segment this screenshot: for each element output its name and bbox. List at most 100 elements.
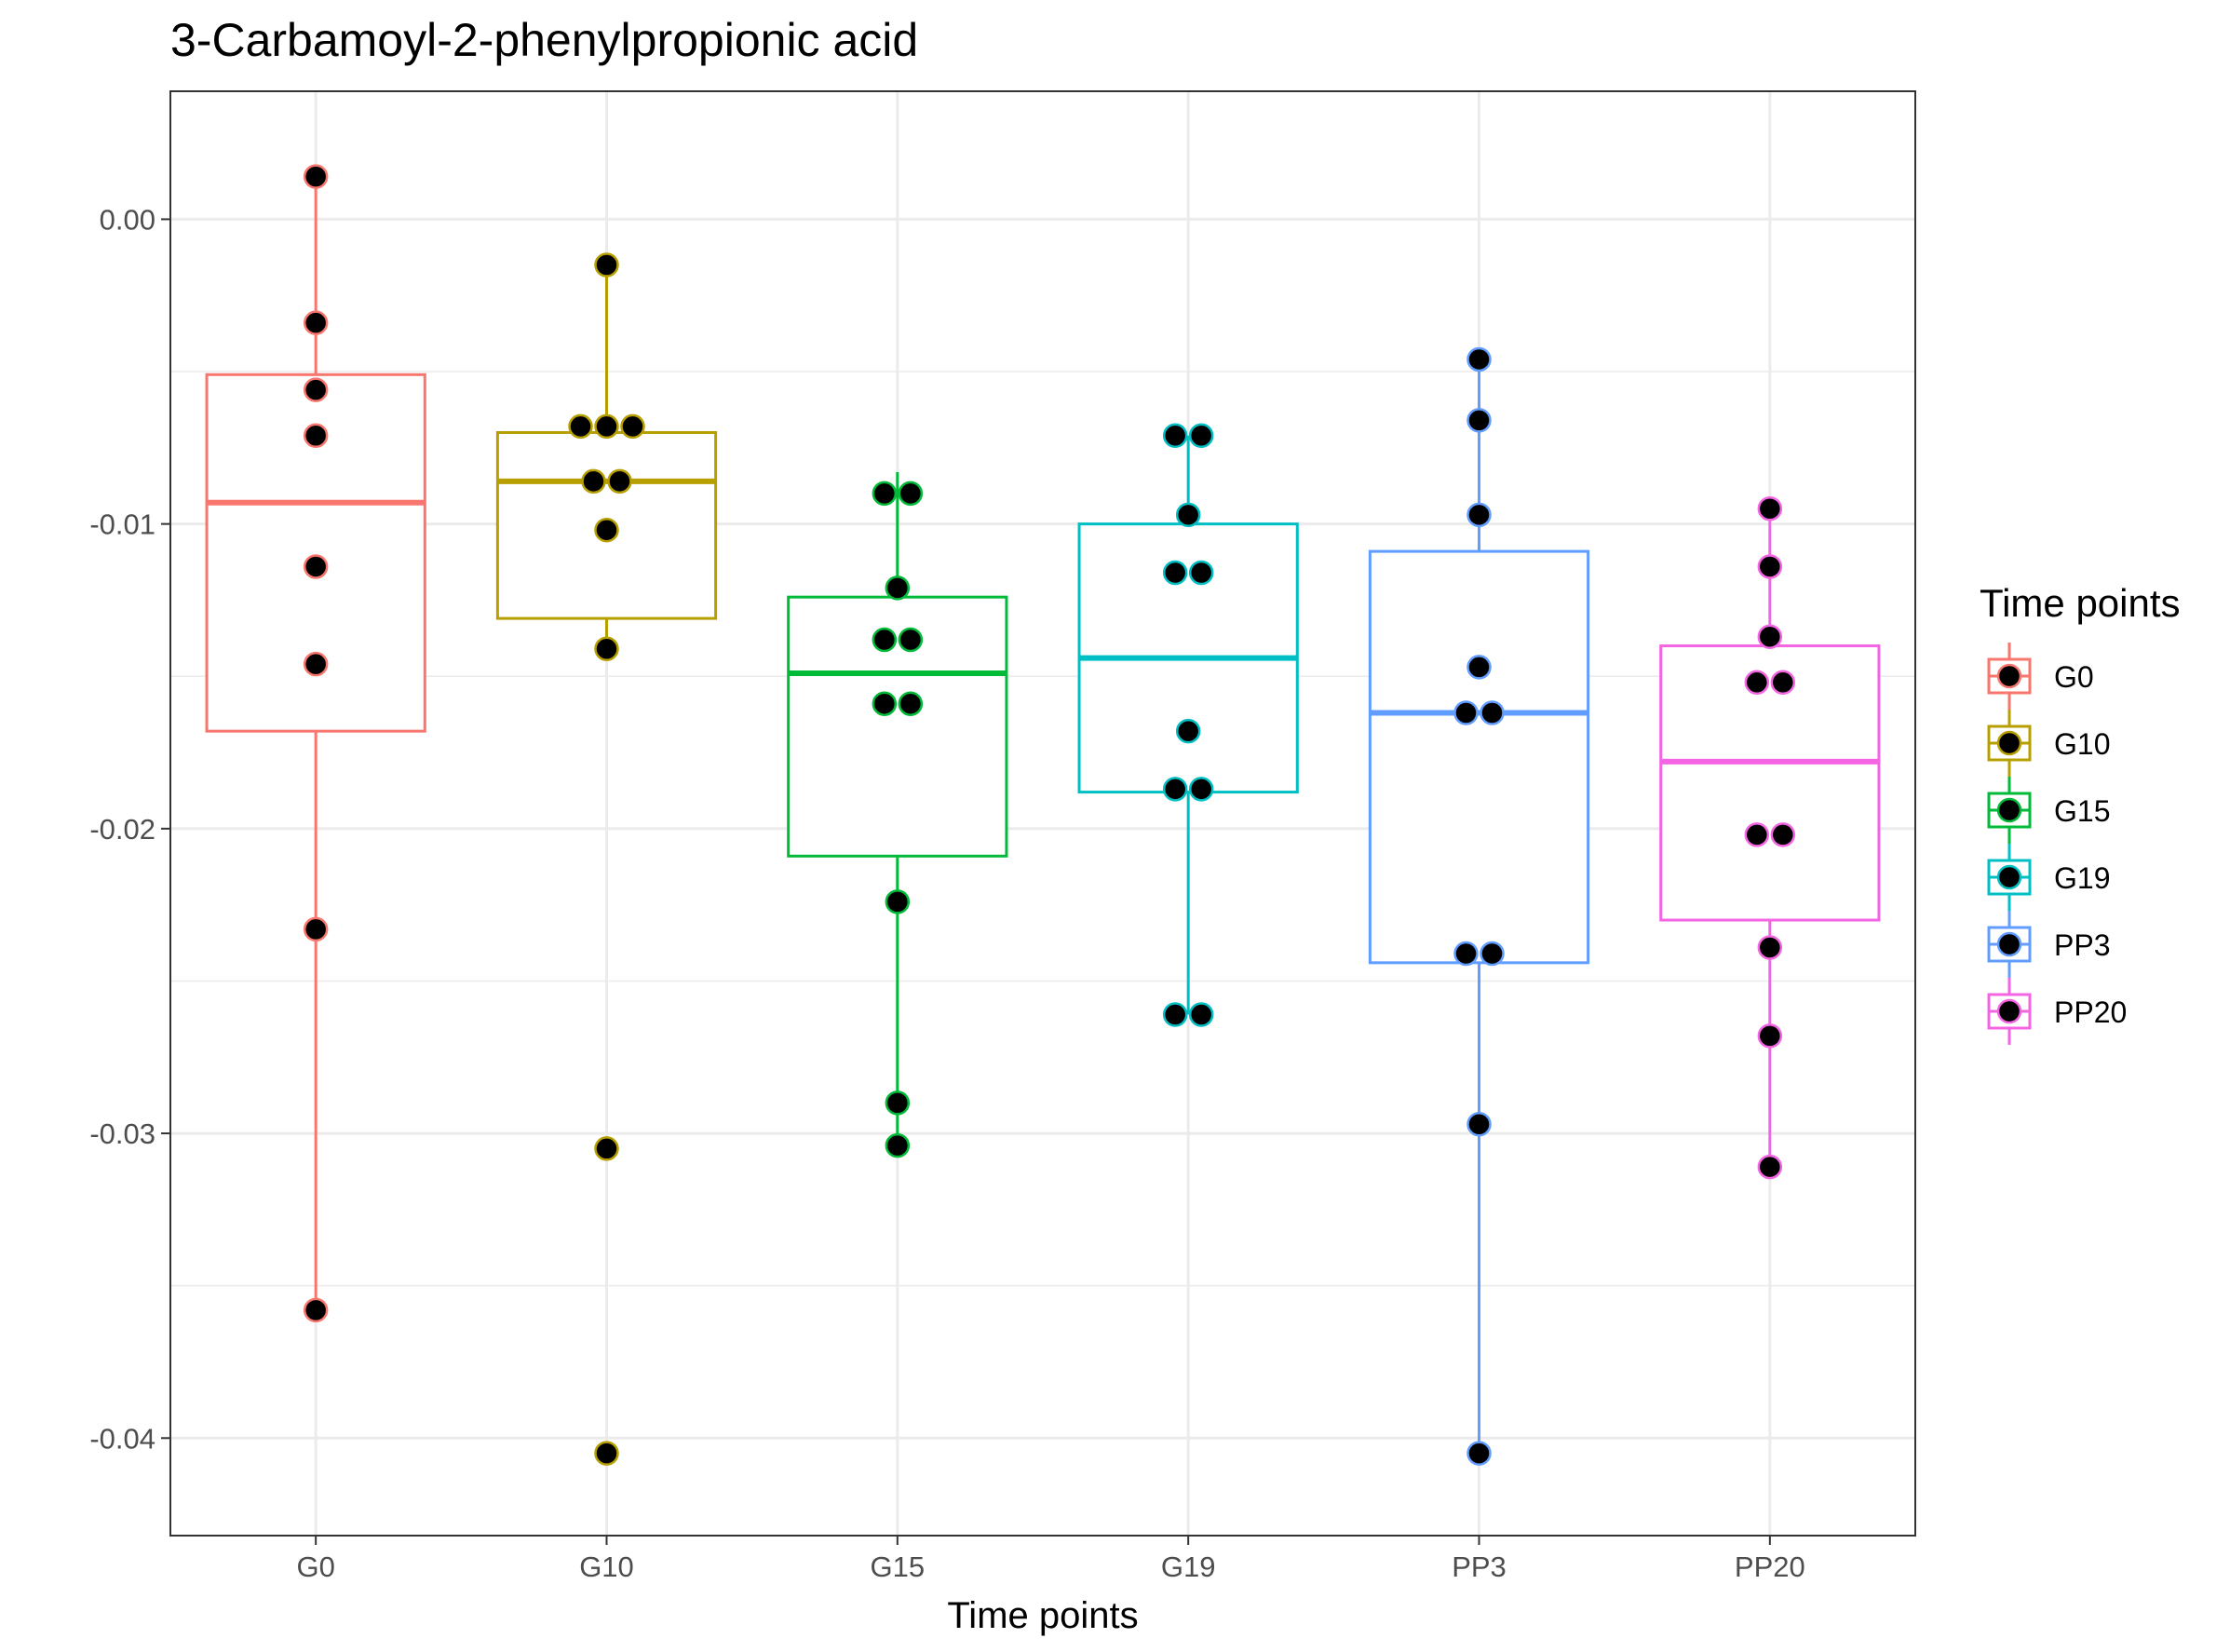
x-tick-label: PP20 xyxy=(1735,1550,1805,1583)
data-point xyxy=(303,651,329,677)
data-point xyxy=(1162,560,1188,586)
data-point xyxy=(1744,822,1770,847)
legend-key-point xyxy=(1996,931,2022,957)
y-tick-label: -0.01 xyxy=(89,508,155,541)
legend-item-g19: G19 xyxy=(1987,844,2110,911)
legend-label: G0 xyxy=(2054,660,2094,694)
data-point xyxy=(1466,655,1492,680)
data-point xyxy=(303,310,329,335)
data-point xyxy=(303,916,329,942)
point-layer xyxy=(303,164,1796,1466)
legend-key-point xyxy=(1996,797,2022,823)
y-tick-label: 0.00 xyxy=(100,203,155,236)
plot-panel xyxy=(170,91,1915,1536)
data-point xyxy=(594,1441,619,1466)
data-point xyxy=(1757,496,1783,521)
legend-label: PP3 xyxy=(2054,928,2110,962)
data-point xyxy=(1466,346,1492,372)
data-point xyxy=(594,252,619,278)
data-point xyxy=(1744,670,1770,696)
legend-label: G15 xyxy=(2054,794,2110,828)
data-point xyxy=(872,691,898,716)
legend-item-g0: G0 xyxy=(1987,643,2094,710)
data-point xyxy=(581,468,606,494)
data-point xyxy=(1466,408,1492,433)
legend-item-g10: G10 xyxy=(1987,710,2110,777)
box-g10 xyxy=(495,264,718,649)
data-point xyxy=(1757,554,1783,579)
data-point xyxy=(1480,941,1505,967)
data-point xyxy=(303,554,329,579)
y-tick-label: -0.03 xyxy=(89,1117,155,1150)
x-axis-title: Time points xyxy=(947,1595,1138,1636)
data-point xyxy=(1770,670,1796,696)
box-pp20 xyxy=(1659,508,1881,1168)
data-point xyxy=(1453,700,1479,725)
data-point xyxy=(1480,700,1505,725)
data-point xyxy=(1466,502,1492,528)
data-point xyxy=(872,481,898,507)
data-point xyxy=(1162,777,1188,802)
data-point xyxy=(568,413,593,440)
legend: G0 G10 G15 G19 PP3 PP20 xyxy=(1987,643,2127,1045)
x-tick-label: G0 xyxy=(296,1550,334,1583)
legend-item-pp20: PP20 xyxy=(1987,978,2127,1045)
data-point xyxy=(1770,822,1796,847)
data-point xyxy=(1188,423,1214,449)
data-point xyxy=(1188,1002,1214,1027)
legend-key-point xyxy=(1996,998,2022,1024)
box-body xyxy=(1659,644,1881,922)
data-point xyxy=(303,423,329,449)
x-tick-label: PP3 xyxy=(1452,1550,1507,1583)
data-point xyxy=(1466,1441,1492,1466)
legend-item-pp3: PP3 xyxy=(1987,911,2110,978)
data-point xyxy=(1188,777,1214,802)
x-tick-label: G15 xyxy=(871,1550,926,1583)
legend-key-point xyxy=(1996,730,2022,756)
data-point xyxy=(594,517,619,543)
data-point xyxy=(303,1297,329,1323)
box-pp3 xyxy=(1368,359,1590,1454)
data-point xyxy=(885,1090,911,1116)
data-point xyxy=(885,889,911,914)
data-point xyxy=(1175,502,1201,528)
legend-label: PP20 xyxy=(2054,995,2127,1029)
data-point xyxy=(1162,423,1188,449)
data-point xyxy=(607,468,632,494)
data-point xyxy=(898,627,924,653)
data-point xyxy=(1162,1002,1188,1027)
chart-title: 3-Carbamoyl-2-phenylpropionic acid xyxy=(170,14,918,66)
data-point xyxy=(1757,1154,1783,1180)
data-point xyxy=(1453,941,1479,967)
legend-label: G19 xyxy=(2054,861,2110,895)
data-point xyxy=(594,636,619,662)
y-tick-label: -0.04 xyxy=(89,1422,155,1455)
data-point xyxy=(1175,718,1201,744)
data-point xyxy=(898,481,924,507)
axis-layer: 0.00 -0.01 -0.02 -0.03 -0.04 G0 G10 G15 G19 PP3 PP… xyxy=(89,203,1804,1583)
data-point xyxy=(1757,1023,1783,1049)
data-point xyxy=(885,575,911,601)
legend-label: G10 xyxy=(2054,727,2110,761)
plot-border xyxy=(169,90,1916,1537)
data-point xyxy=(898,691,924,716)
data-point xyxy=(1757,624,1783,649)
data-point xyxy=(1188,560,1214,586)
x-tick-label: G10 xyxy=(579,1550,634,1583)
data-point xyxy=(885,1132,911,1158)
data-point xyxy=(620,413,645,440)
data-point xyxy=(303,377,329,402)
data-point xyxy=(872,627,898,653)
legend-title: Time points xyxy=(1980,581,2181,625)
data-point xyxy=(594,1136,619,1161)
legend-key-point xyxy=(1996,864,2022,890)
data-point xyxy=(303,164,329,189)
legend-item-g15: G15 xyxy=(1987,777,2110,844)
box-body xyxy=(1368,549,1590,965)
data-point xyxy=(594,413,619,440)
legend-key-point xyxy=(1996,663,2022,689)
y-tick-label: -0.02 xyxy=(89,813,155,846)
data-point xyxy=(1466,1112,1492,1137)
x-tick-label: G19 xyxy=(1161,1550,1216,1583)
